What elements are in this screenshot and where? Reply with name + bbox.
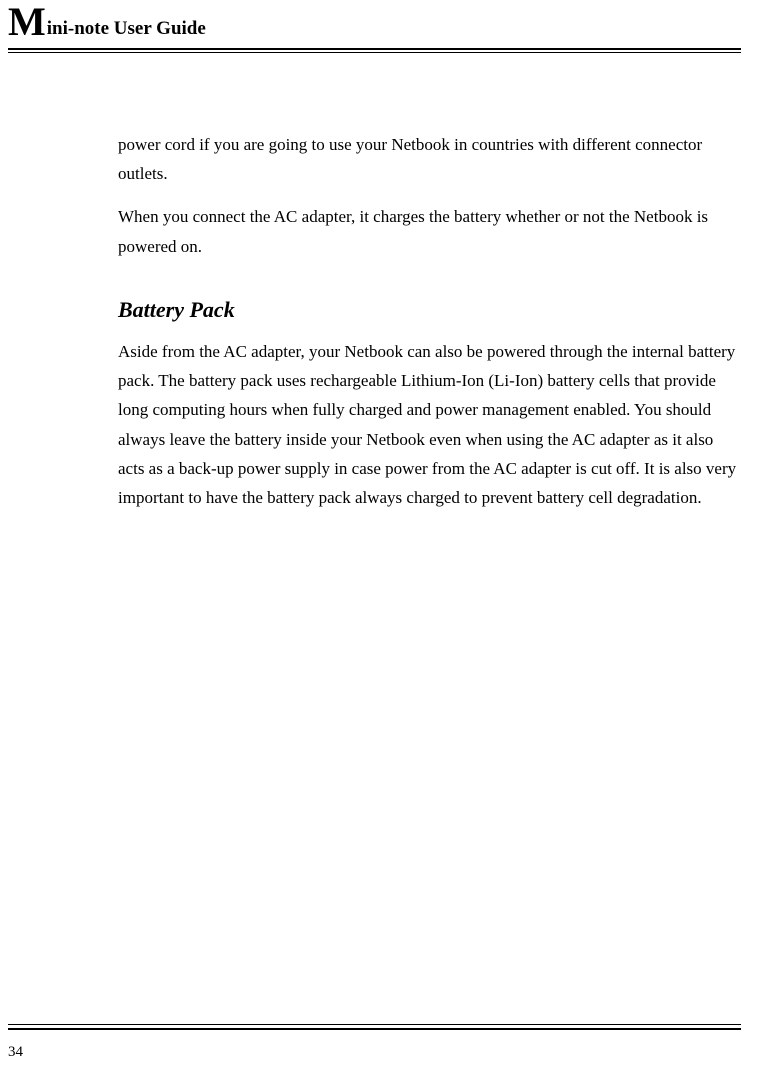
body-paragraph: Aside from the AC adapter, your Netbook … xyxy=(118,337,741,512)
header-rule-thin xyxy=(8,52,741,53)
page: M ini-note User Guide power cord if you … xyxy=(0,0,761,1079)
header-rule-thick xyxy=(8,48,741,50)
footer-rule-thick xyxy=(8,1028,741,1030)
page-number: 34 xyxy=(8,1044,23,1061)
header-title-initial: M xyxy=(8,2,46,42)
body-paragraph: When you connect the AC adapter, it char… xyxy=(118,202,741,260)
header-title-rest: ini-note User Guide xyxy=(47,19,206,38)
body-paragraph: power cord if you are going to use your … xyxy=(118,130,741,188)
page-header: M ini-note User Guide xyxy=(8,0,741,53)
page-content: power cord if you are going to use your … xyxy=(118,130,741,526)
header-title: M ini-note User Guide xyxy=(8,0,741,42)
section-heading-battery-pack: Battery Pack xyxy=(118,297,741,323)
footer-rule-thin xyxy=(8,1024,741,1025)
